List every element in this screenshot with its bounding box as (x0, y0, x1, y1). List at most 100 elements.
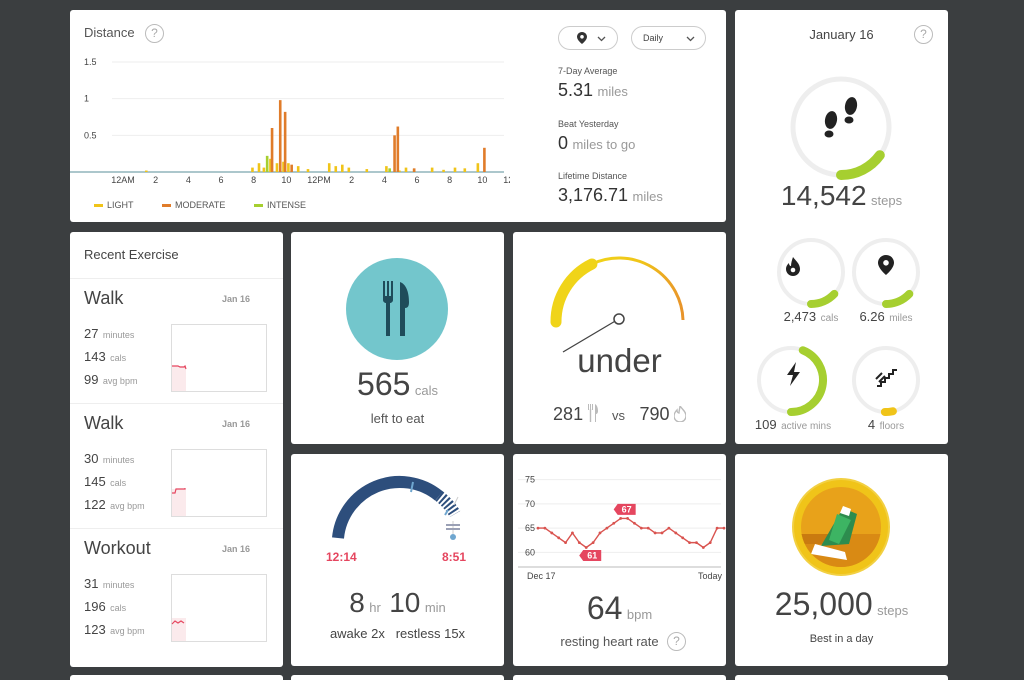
exercise-bpm: 122 avg bpm (84, 497, 145, 512)
chevron-down-icon (597, 36, 606, 42)
bar-light (365, 169, 369, 172)
hr-point (660, 531, 664, 535)
beat-stat: 0 miles to go (558, 133, 635, 154)
badge-unit: steps (877, 603, 909, 618)
hr-min-label: 61 (587, 550, 597, 560)
calorie-gauge (550, 256, 685, 353)
x-tick-label: 6 (414, 175, 419, 185)
bar-light (430, 167, 434, 172)
bar-light (257, 163, 261, 172)
fork-knife-icon (383, 281, 409, 336)
exercise-minutes: 30 minutes (84, 451, 135, 466)
cals-progress-arc (807, 289, 839, 308)
period-value: Daily (643, 33, 664, 43)
bar-moderate (270, 128, 274, 172)
hr-point (591, 541, 595, 545)
bar-light (306, 169, 310, 172)
balance-status: under (577, 342, 662, 379)
balance-compare: 281 vs 790 (513, 403, 726, 425)
flame-icon (786, 257, 800, 276)
badge-value: 25,000 (774, 586, 873, 622)
hr-max-callout: 67 (613, 503, 636, 515)
beat-label: Beat Yesterday (558, 119, 619, 129)
exercise-cals: 143 cals (84, 349, 127, 364)
hr-unit: bpm (626, 607, 653, 622)
hr-y-tick-label: 70 (525, 499, 535, 509)
hr-y-tick-label: 75 (525, 475, 535, 485)
hr-point (639, 526, 643, 530)
distance-tile[interactable]: Distance ? 1.5 1 0.5 12AM 2 4 6 8 10 12PM 2 4 6 8 10 1… (70, 10, 726, 222)
badge-tile[interactable]: 25,000 steps Best in a day (735, 454, 948, 666)
exercise-heart-chart (171, 324, 267, 392)
sleep-hr-unit: hr (369, 600, 381, 615)
bar-light (453, 167, 457, 172)
x-tick-label: 8 (447, 175, 452, 185)
bar-light (296, 166, 300, 172)
location-filter-dropdown[interactable] (558, 26, 618, 50)
location-pin-icon (878, 255, 894, 275)
steps-unit: steps (871, 193, 903, 208)
exercise-name: Walk (84, 413, 124, 433)
active-progress-arc (787, 346, 827, 416)
alarm-icon (446, 521, 460, 540)
sleep-tile[interactable]: 12:14 8:51 8 hr 10 min awake 2x restless… (291, 454, 504, 666)
x-tick-label: 12AM (111, 175, 135, 185)
bar-intense (265, 155, 269, 172)
hr-stat: 64 bpm (513, 590, 726, 627)
food-label: left to eat (370, 411, 425, 426)
period-dropdown[interactable]: Daily (631, 26, 706, 50)
x-tick-label: 2 (153, 175, 158, 185)
exercise-item[interactable]: Workout Jan 16 31 minutes 196 cals 123 a… (70, 528, 283, 653)
avg-unit: miles (597, 84, 628, 99)
calorie-balance-tile[interactable]: under 281 vs 790 (513, 232, 726, 444)
recent-exercise-tile[interactable]: Recent Exercise Walk Jan 16 27 minutes 1… (70, 232, 283, 667)
exercise-bpm: 123 avg bpm (84, 622, 145, 637)
floors-stat: 4 floors (831, 416, 941, 434)
hr-point (550, 531, 554, 535)
hr-point (688, 541, 691, 545)
bar-light (282, 161, 285, 172)
sleep-summary: awake 2x restless 15x (329, 626, 466, 641)
sleep-start: 12:14 (326, 550, 357, 564)
hr-help-icon[interactable]: ? (667, 632, 686, 651)
bar-light (385, 166, 388, 172)
hr-point (584, 546, 588, 549)
hr-point (674, 531, 678, 535)
bar-light (463, 168, 467, 172)
badge-label: Best in a day (809, 633, 874, 645)
heart-rate-tile[interactable]: 75 70 65 60 61 67 Dec 17 Today 64 bpm resti… (513, 454, 726, 666)
lightning-icon (787, 362, 800, 386)
today-help-icon[interactable]: ? (914, 25, 933, 44)
distance-help-icon[interactable]: ? (145, 24, 164, 43)
beat-unit: miles to go (572, 137, 636, 152)
lifetime-label: Lifetime Distance (558, 171, 628, 181)
floors-unit: floors (879, 421, 905, 432)
today-tile[interactable]: January 16 ? 14,542 st (735, 10, 948, 444)
x-tick-label: 6 (218, 175, 223, 185)
exercise-item[interactable]: Walk Jan 16 30 minutes 145 cals 122 avg … (70, 403, 283, 528)
miles-value: 6.26 (859, 309, 885, 324)
bar-light (262, 167, 266, 172)
cals-stat: 2,473 cals (746, 308, 876, 326)
partial-tile (70, 675, 283, 680)
hr-point (543, 526, 547, 530)
steps-ring (757, 76, 920, 416)
hr-point (633, 521, 636, 525)
hr-point (667, 526, 671, 530)
hr-point (571, 531, 574, 535)
eaten-value: 281 (553, 404, 584, 424)
avg-label: 7-Day Average (558, 66, 618, 76)
exercise-name: Walk (84, 288, 124, 308)
avg-value: 5.31 (558, 80, 594, 100)
sleep-gauge (332, 476, 461, 540)
bar-light (442, 169, 445, 172)
active-value: 109 (754, 417, 777, 432)
exercise-heart-chart (171, 574, 267, 642)
bar-moderate (396, 126, 400, 172)
food-tile[interactable]: 565 cals left to eat (291, 232, 504, 444)
heart-rate-chart: 75 70 65 60 61 67 (518, 475, 726, 568)
partial-tile (735, 675, 948, 680)
lifetime-stat: 3,176.71 miles (558, 185, 663, 206)
exercise-item[interactable]: Walk Jan 16 27 minutes 143 cals 99 avg b… (70, 278, 283, 403)
bar-light (334, 166, 338, 172)
